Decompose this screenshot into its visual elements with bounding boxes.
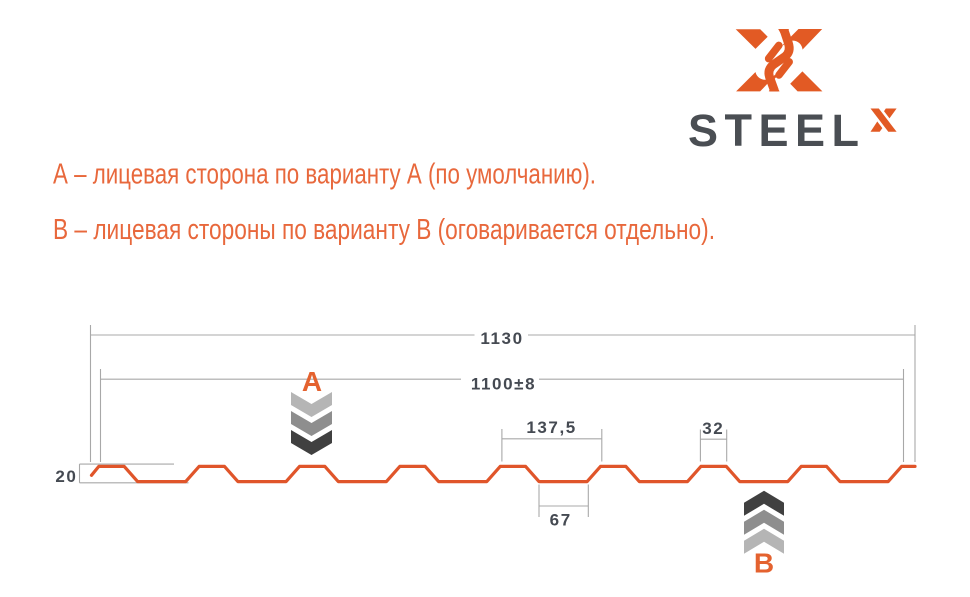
svg-text:А – лицевая сторона по вариант: А – лицевая сторона по варианту А (по ум… — [53, 159, 596, 191]
svg-text:32: 32 — [702, 419, 724, 438]
svg-text:137,5: 137,5 — [526, 418, 577, 437]
svg-text:67: 67 — [550, 511, 572, 530]
svg-text:1130: 1130 — [480, 329, 523, 348]
svg-text:А: А — [302, 366, 322, 397]
svg-text:STEEL: STEEL — [688, 105, 859, 156]
svg-text:В: В — [754, 547, 774, 578]
svg-text:В – лицевая стороны по вариант: В – лицевая стороны по варианту В (огова… — [53, 214, 715, 246]
svg-text:1100±8: 1100±8 — [471, 374, 536, 393]
svg-text:20: 20 — [55, 467, 77, 486]
